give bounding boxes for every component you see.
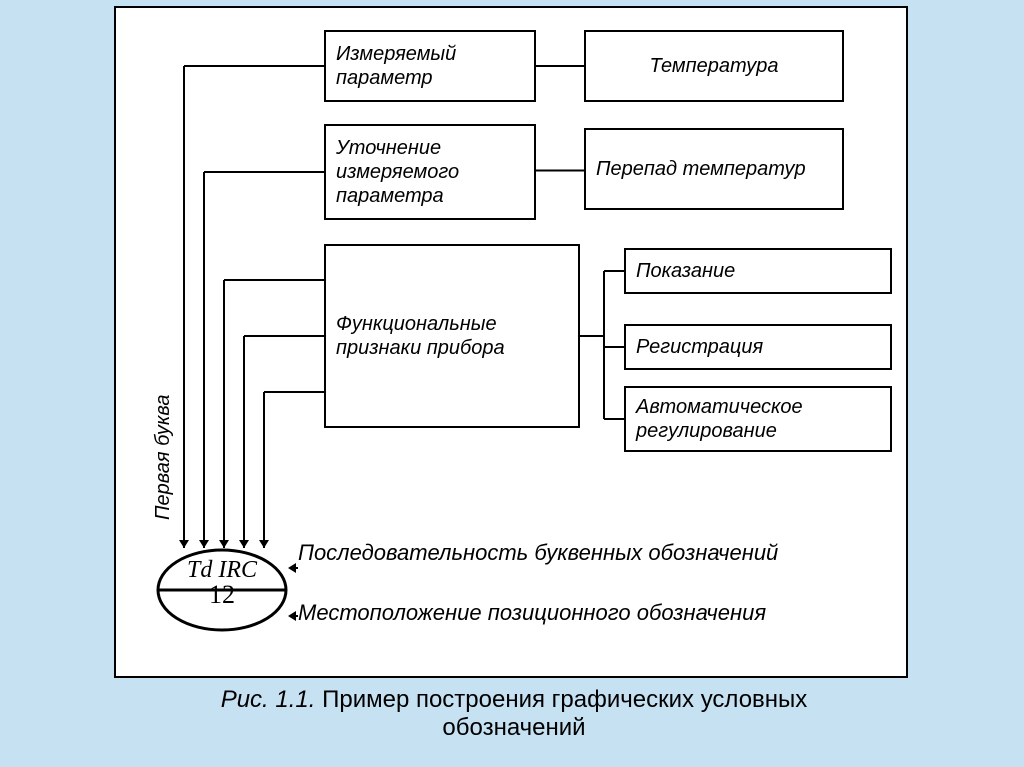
page: Измеряемый параметр Температура Уточнени… — [0, 0, 1024, 767]
connector-overlay — [0, 0, 1024, 767]
